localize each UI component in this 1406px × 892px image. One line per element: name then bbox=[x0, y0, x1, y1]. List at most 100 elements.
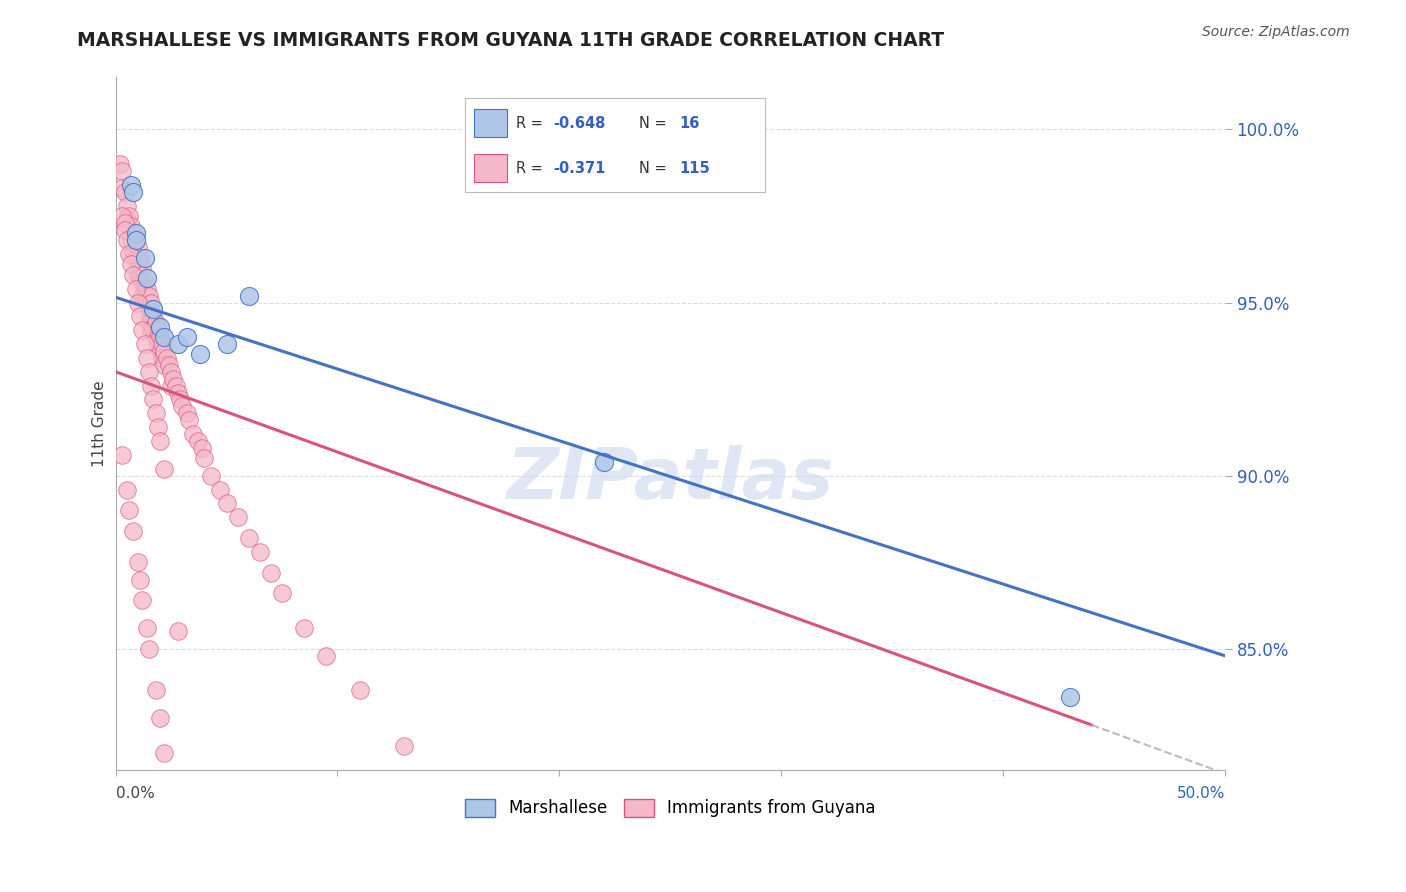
Point bbox=[437, 787, 460, 801]
Point bbox=[138, 641, 160, 656]
Point bbox=[127, 268, 149, 282]
Point bbox=[120, 257, 142, 271]
Point bbox=[131, 260, 153, 275]
Point bbox=[129, 251, 152, 265]
Point bbox=[153, 461, 176, 475]
Point bbox=[131, 275, 153, 289]
Point bbox=[145, 330, 167, 344]
Point bbox=[141, 310, 163, 324]
Point bbox=[124, 282, 146, 296]
Point bbox=[249, 545, 271, 559]
Point bbox=[115, 198, 138, 212]
Point bbox=[124, 227, 146, 241]
Point bbox=[111, 181, 134, 195]
Point bbox=[166, 624, 188, 639]
Point bbox=[592, 455, 614, 469]
Point bbox=[142, 323, 165, 337]
Point bbox=[172, 400, 194, 414]
Point bbox=[122, 524, 145, 538]
Point bbox=[122, 227, 145, 241]
Point bbox=[120, 233, 142, 247]
Point bbox=[177, 413, 200, 427]
Point bbox=[118, 247, 141, 261]
Point bbox=[548, 891, 571, 892]
Point bbox=[146, 323, 169, 337]
Point bbox=[114, 185, 136, 199]
Point bbox=[188, 347, 211, 361]
Text: Source: ZipAtlas.com: Source: ZipAtlas.com bbox=[1202, 25, 1350, 39]
Point bbox=[111, 164, 134, 178]
Point bbox=[127, 240, 149, 254]
Point bbox=[134, 275, 156, 289]
Point bbox=[166, 814, 188, 829]
Point bbox=[215, 496, 238, 510]
Point bbox=[157, 358, 180, 372]
Point bbox=[187, 434, 209, 448]
Point bbox=[111, 209, 134, 223]
Point bbox=[146, 420, 169, 434]
Point bbox=[131, 323, 153, 337]
Point bbox=[1059, 690, 1081, 705]
Point bbox=[160, 365, 183, 379]
Point bbox=[172, 832, 194, 847]
Text: MARSHALLESE VS IMMIGRANTS FROM GUYANA 11TH GRADE CORRELATION CHART: MARSHALLESE VS IMMIGRANTS FROM GUYANA 11… bbox=[77, 31, 945, 50]
Point bbox=[200, 468, 222, 483]
Point bbox=[176, 406, 198, 420]
Legend: Marshallese, Immigrants from Guyana: Marshallese, Immigrants from Guyana bbox=[458, 792, 883, 824]
Point bbox=[150, 337, 173, 351]
Point bbox=[115, 483, 138, 497]
Point bbox=[481, 836, 503, 850]
Point bbox=[226, 510, 249, 524]
Point bbox=[349, 683, 371, 698]
Y-axis label: 11th Grade: 11th Grade bbox=[93, 380, 107, 467]
Point bbox=[149, 330, 172, 344]
Point bbox=[138, 288, 160, 302]
Point bbox=[134, 337, 156, 351]
Point bbox=[149, 319, 172, 334]
Point bbox=[153, 358, 176, 372]
Point bbox=[118, 503, 141, 517]
Point bbox=[138, 302, 160, 317]
Point bbox=[118, 209, 141, 223]
Point bbox=[238, 288, 260, 302]
Point bbox=[271, 586, 294, 600]
Point bbox=[162, 372, 184, 386]
Point bbox=[150, 351, 173, 365]
Point bbox=[138, 365, 160, 379]
Point bbox=[149, 343, 172, 358]
Point bbox=[129, 573, 152, 587]
Point bbox=[145, 683, 167, 698]
Point bbox=[166, 385, 188, 400]
Text: 50.0%: 50.0% bbox=[1177, 786, 1225, 801]
Point bbox=[134, 288, 156, 302]
Point bbox=[122, 244, 145, 258]
Point bbox=[135, 621, 157, 635]
Point bbox=[115, 233, 138, 247]
Point bbox=[111, 448, 134, 462]
Point bbox=[141, 295, 163, 310]
Point bbox=[208, 483, 231, 497]
Point bbox=[165, 378, 187, 392]
Point bbox=[146, 337, 169, 351]
Point bbox=[141, 323, 163, 337]
Point bbox=[127, 295, 149, 310]
Point bbox=[115, 212, 138, 227]
Point bbox=[135, 282, 157, 296]
Point bbox=[134, 251, 156, 265]
Point bbox=[127, 254, 149, 268]
Point bbox=[135, 351, 157, 365]
Point bbox=[145, 406, 167, 420]
Point bbox=[129, 310, 152, 324]
Point bbox=[238, 531, 260, 545]
Point bbox=[138, 316, 160, 330]
Point bbox=[292, 621, 315, 635]
Point bbox=[114, 216, 136, 230]
Point bbox=[141, 378, 163, 392]
Point bbox=[176, 330, 198, 344]
Point bbox=[131, 288, 153, 302]
Point bbox=[124, 233, 146, 247]
Point bbox=[135, 295, 157, 310]
Text: 0.0%: 0.0% bbox=[115, 786, 155, 801]
Text: ZIPatlas: ZIPatlas bbox=[506, 444, 834, 514]
Point bbox=[131, 593, 153, 607]
